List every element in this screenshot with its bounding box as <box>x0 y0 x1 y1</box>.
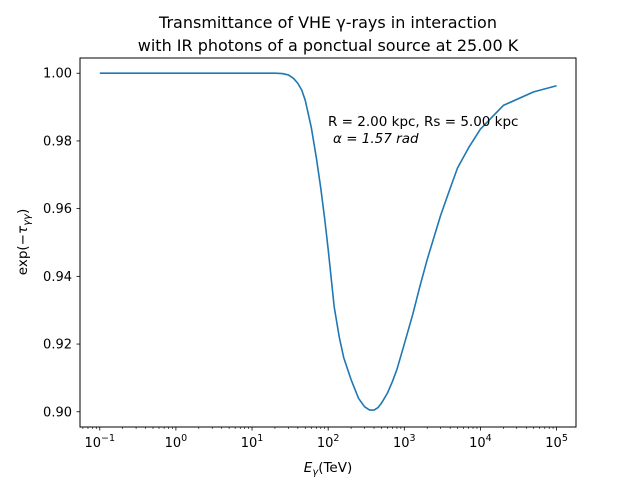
data-series-layer <box>99 72 557 411</box>
annotation: R = 2.00 kpc, Rs = 5.00 kpc α = 1.57 rad <box>328 114 518 147</box>
x-axis: 10−1 100 101 102 103 104 105 <box>82 427 568 451</box>
series-line-0 <box>99 72 557 411</box>
chart-title-line2: with IR photons of a ponctual source at … <box>138 36 519 55</box>
chart-title-line1: Transmittance of VHE γ-rays in interacti… <box>158 13 497 32</box>
y-tick-label: 0.98 <box>43 134 72 149</box>
x-tick-label: 101 <box>241 433 264 451</box>
annotation-line1: R = 2.00 kpc, Rs = 5.00 kpc <box>328 114 518 130</box>
y-tick-label: 0.94 <box>43 270 72 285</box>
y-tick-label: 0.96 <box>43 202 72 217</box>
y-axis: 0.90 0.92 0.94 0.96 0.98 1.00 <box>43 67 80 420</box>
x-tick-label: 105 <box>545 433 568 451</box>
y-tick-label: 0.90 <box>43 405 72 420</box>
x-tick-label: 10−1 <box>84 433 115 451</box>
y-tick-label: 1.00 <box>43 67 72 82</box>
x-tick-label: 104 <box>469 433 492 451</box>
x-tick-label: 103 <box>393 433 416 451</box>
annotation-line2: α = 1.57 rad <box>333 131 419 147</box>
y-tick-label: 0.92 <box>43 338 72 353</box>
x-tick-label: 102 <box>317 433 340 451</box>
plot-area: 10−1 100 101 102 103 104 105 0.900.920.940.960… <box>43 57 577 451</box>
x-tick-label: 100 <box>165 433 188 451</box>
x-axis-label: Eγ(TeV) <box>304 460 352 478</box>
